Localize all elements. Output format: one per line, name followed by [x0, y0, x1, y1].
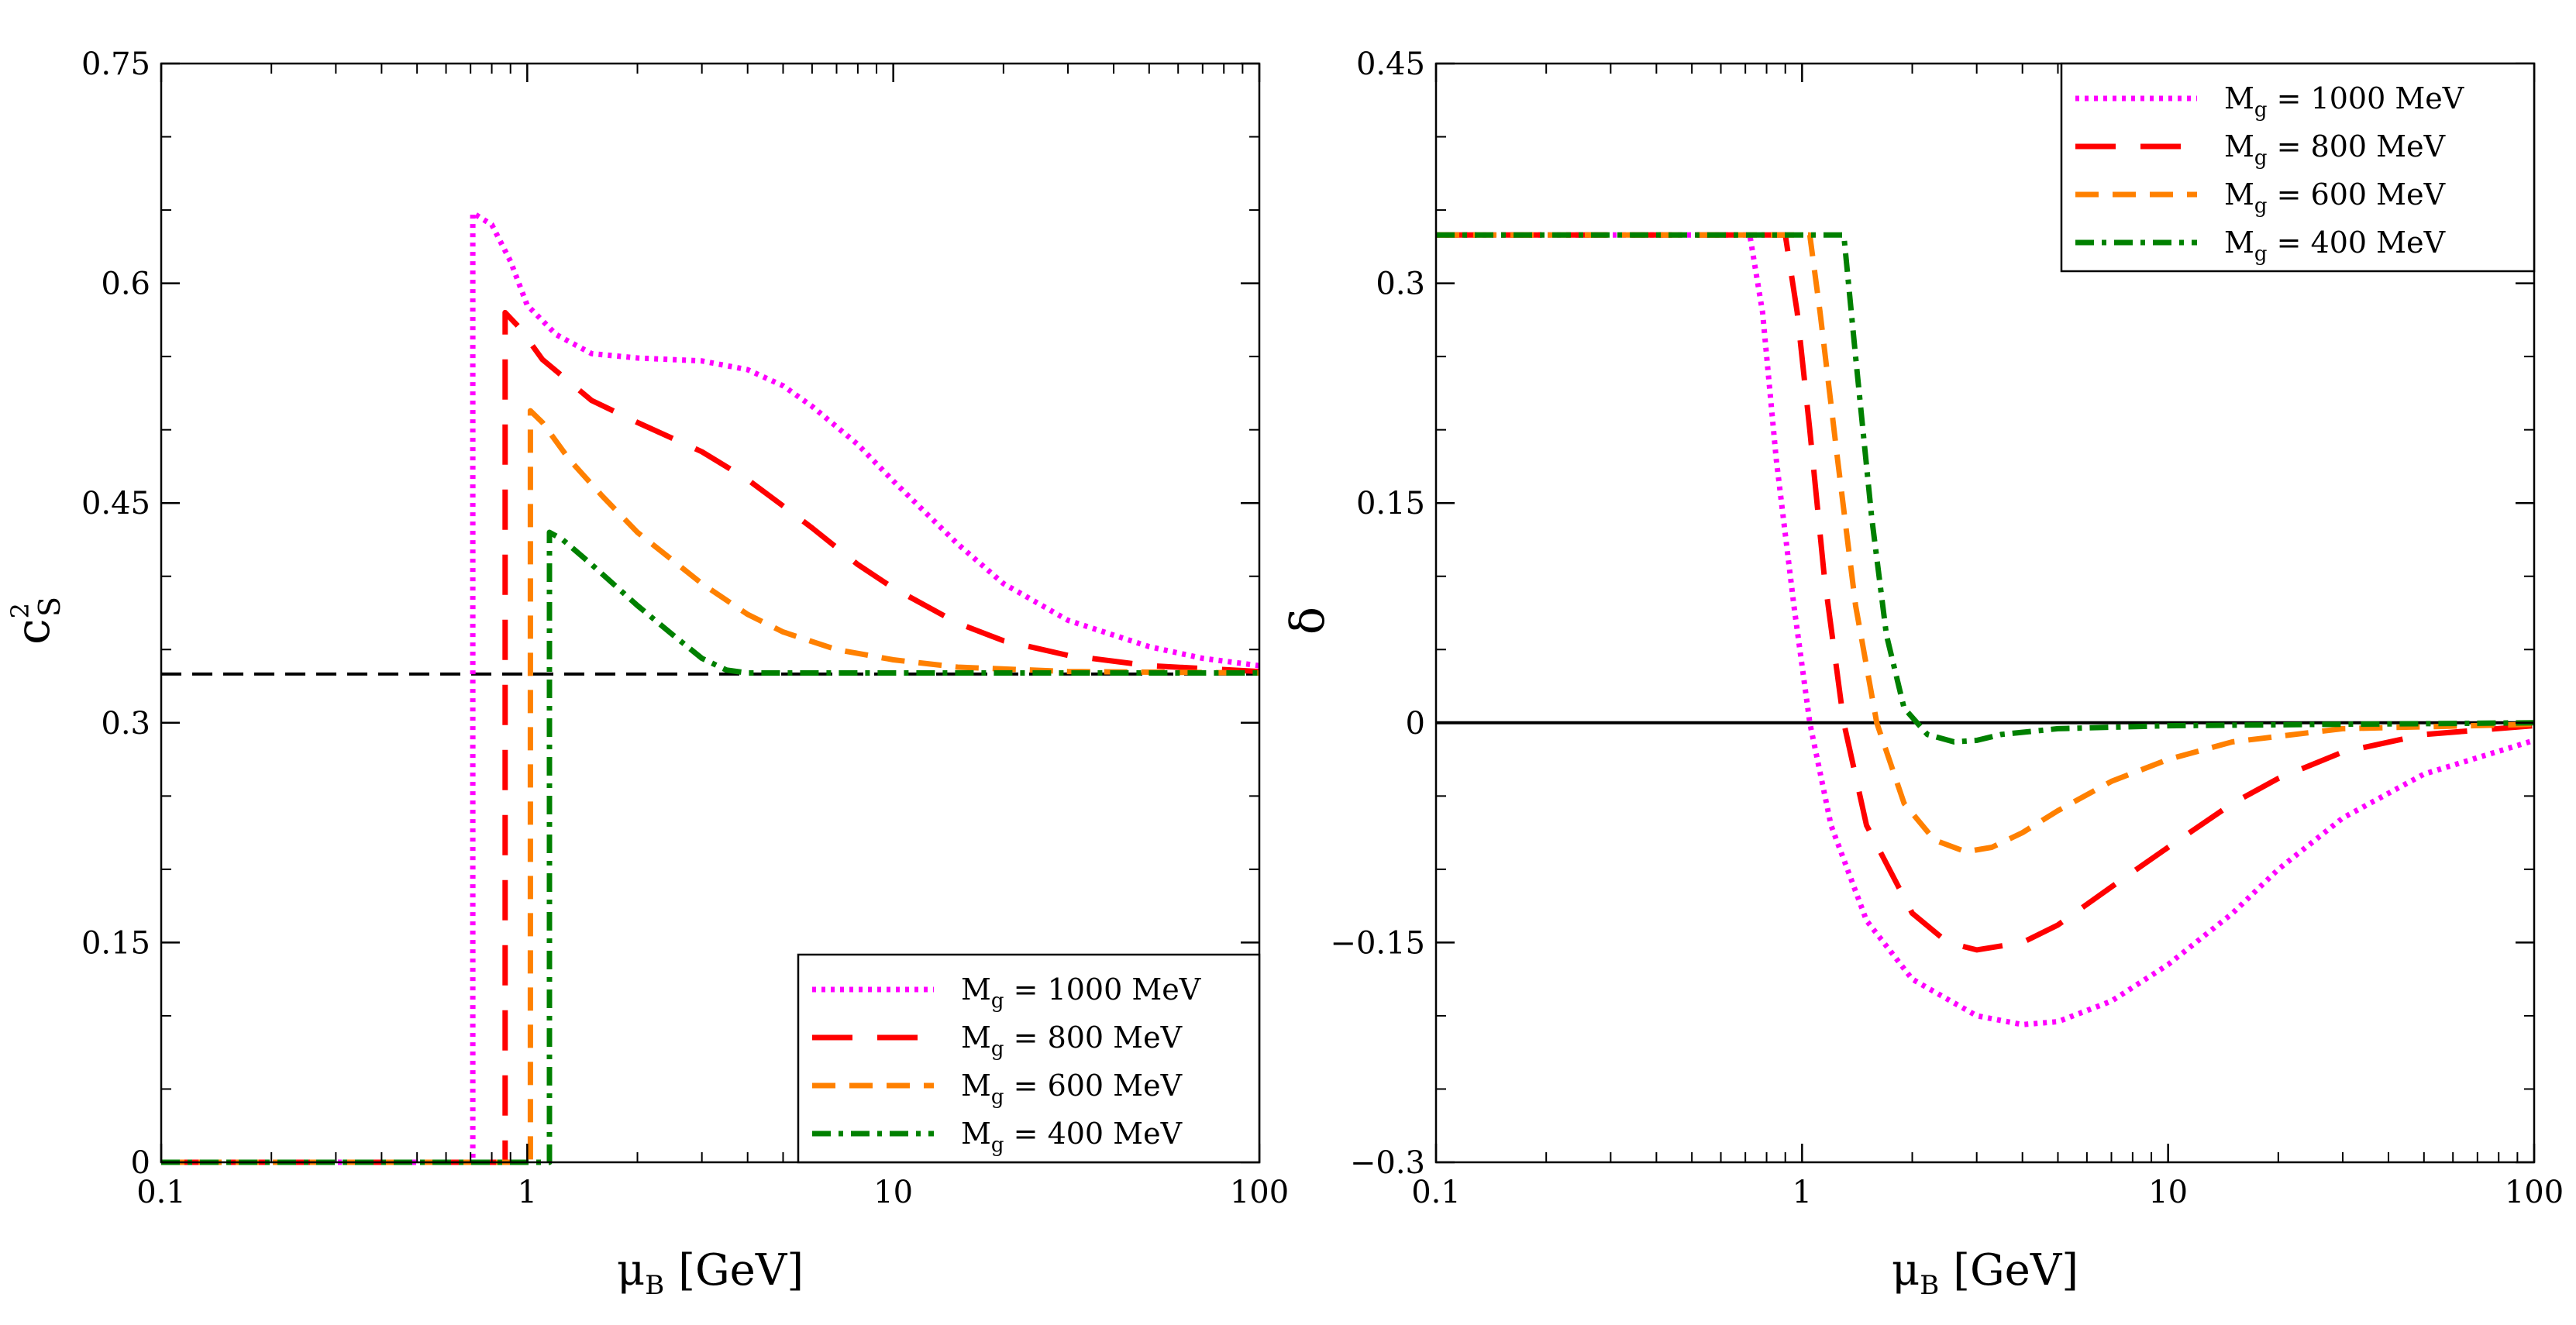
y-tick-label: −0.3 — [1350, 1145, 1425, 1181]
legend-entry-label: Mg = 600 MeV — [2224, 177, 2446, 218]
plot-frame — [160, 62, 1261, 1164]
series-line-2 — [1436, 232, 2535, 855]
x-tick-label: 1 — [518, 1175, 537, 1210]
series-line-0 — [161, 210, 1260, 1165]
series-line-3 — [1436, 232, 2535, 745]
x-axis-label: μB [GeV] — [617, 1245, 804, 1301]
x-tick-label: 0.1 — [1411, 1175, 1461, 1210]
legend-entry-label: Mg = 1000 MeV — [2224, 81, 2464, 122]
y-axis-label: c2S — [5, 597, 67, 645]
x-tick-label: 100 — [2505, 1175, 2564, 1210]
legend-entry-label: Mg = 400 MeV — [961, 1117, 1183, 1157]
legend-entry-label: Mg = 400 MeV — [2224, 225, 2446, 266]
x-axis-label: μB [GeV] — [1892, 1245, 2078, 1301]
y-tick-label: 0 — [131, 1145, 150, 1181]
series-line-1 — [1436, 232, 2535, 953]
plot-frame — [1434, 62, 2536, 1164]
legend: Mg = 1000 MeV Mg = 800 MeV Mg = 600 MeV Mg … — [797, 953, 1261, 1164]
chart-panel-right: 0.1 1 10 100 −0.3 −0.15 0 0.15 0.3 0.45 μB [GeV] δ M… — [1281, 46, 2564, 1301]
legend-entry-label: Mg = 600 MeV — [961, 1069, 1183, 1109]
y-tick-label: 0.15 — [1356, 486, 1425, 521]
y-tick-label: −0.15 — [1330, 925, 1425, 961]
y-axis-label: δ — [1281, 607, 1335, 635]
y-tick-label: 0.6 — [101, 267, 150, 302]
y-tick-label: 0.3 — [101, 706, 150, 742]
x-tick-label: 10 — [873, 1175, 913, 1210]
y-tick-label: 0.15 — [81, 925, 150, 961]
legend-box — [797, 953, 1261, 1164]
x-tick-label: 100 — [1230, 1175, 1289, 1210]
x-tick-label: 1 — [1793, 1175, 1812, 1210]
y-tick-label: 0.75 — [81, 46, 150, 82]
y-tick-label: 0.3 — [1376, 267, 1425, 302]
series-line-0 — [1436, 232, 2536, 1027]
x-tick-label: 10 — [2148, 1175, 2188, 1210]
y-tick-label: 0 — [1406, 706, 1425, 742]
chart-panel-left: 0.1 1 10 100 0 0.15 0.3 0.45 0.6 0.75 μB [GeV] c2S M… — [5, 46, 1289, 1301]
legend-entry-label: Mg = 800 MeV — [961, 1020, 1183, 1061]
series-line-2 — [161, 408, 1260, 1165]
x-tick-label: 0.1 — [136, 1175, 186, 1210]
legend: Mg = 1000 MeV Mg = 800 MeV Mg = 600 MeV Mg … — [2060, 62, 2536, 273]
y-tick-label: 0.45 — [81, 486, 150, 521]
legend-entry-label: Mg = 1000 MeV — [961, 972, 1201, 1013]
legend-box — [2060, 62, 2536, 273]
y-tick-label: 0.45 — [1356, 46, 1425, 82]
legend-entry-label: Mg = 800 MeV — [2224, 129, 2446, 170]
series-line-1 — [161, 309, 1260, 1165]
